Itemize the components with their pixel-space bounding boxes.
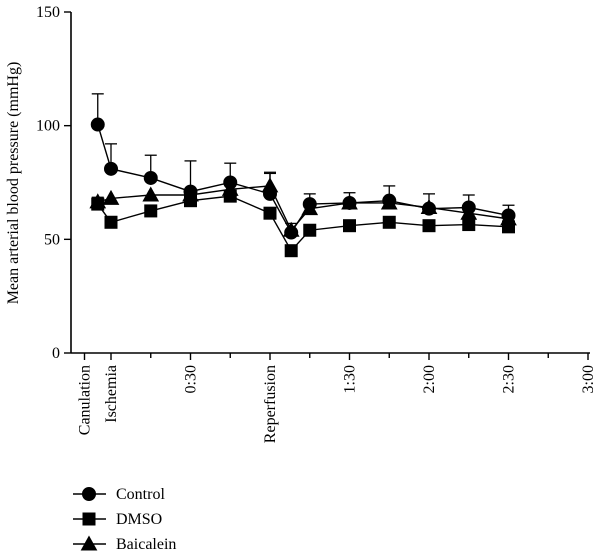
y-tick-label: 50 — [44, 231, 60, 248]
data-point-dmso — [104, 215, 118, 229]
legend-marker-dmso — [82, 512, 96, 526]
data-point-baicalein — [261, 177, 279, 193]
y-tick-label: 0 — [52, 345, 60, 362]
x-tick-label: 0:30 — [183, 365, 200, 393]
x-axis: Canulation Ischemia 0:30 Reperfusion 1:30 2:0… — [71, 352, 597, 443]
legend-item-control: Control — [73, 486, 165, 503]
legend-label-control: Control — [116, 486, 165, 503]
data-point-baicalein — [282, 221, 300, 237]
data-point-baicalein — [500, 210, 517, 226]
data-point-dmso — [263, 206, 277, 220]
legend-marker-baicalein — [80, 535, 98, 551]
data-point-dmso — [284, 244, 298, 258]
data-point-control — [104, 161, 118, 176]
y-axis-title: Mean arterial blood pressure (mmHg) — [5, 62, 22, 305]
legend-item-dmso: DMSO — [73, 511, 162, 528]
x-tick-label: Ischemia — [103, 365, 120, 423]
data-point-baicalein — [102, 189, 120, 205]
x-tick-label: 2:30 — [501, 365, 518, 393]
data-point-baicalein — [460, 204, 478, 220]
data-point-dmso — [343, 219, 356, 233]
y-axis: 0 50 100 150 Mean arterial blood pressure (… — [5, 4, 72, 362]
series-baicalein — [89, 171, 517, 237]
data-point-baicalein — [341, 194, 358, 210]
data-point-baicalein — [142, 186, 160, 202]
y-tick-label: 100 — [36, 118, 60, 135]
data-point-baicalein — [221, 180, 239, 196]
data-point-dmso — [422, 219, 436, 233]
data-point-dmso — [303, 223, 317, 237]
data-point-dmso — [462, 218, 476, 232]
legend-item-baicalein: Baicalein — [73, 535, 176, 553]
x-tick-label: Canulation — [77, 365, 94, 435]
data-point-baicalein — [380, 194, 398, 210]
y-tick-label: 150 — [36, 4, 60, 21]
data-point-baicalein — [420, 198, 438, 215]
legend: Control DMSO Baicalein — [73, 486, 176, 553]
series-dmso — [91, 189, 515, 258]
x-tick-label: 3:00 — [580, 365, 597, 393]
legend-label-baicalein: Baicalein — [116, 536, 176, 553]
data-point-dmso — [144, 204, 158, 218]
x-tick-label: Reperfusion — [262, 365, 279, 443]
x-tick-label: 1:30 — [342, 365, 359, 393]
data-point-baicalein — [182, 186, 199, 202]
plot-area — [89, 93, 517, 258]
legend-label-dmso: DMSO — [116, 511, 162, 528]
x-tick-label: 2:00 — [421, 365, 438, 393]
legend-marker-control — [82, 487, 96, 501]
data-point-control — [90, 117, 105, 132]
data-point-dmso — [382, 215, 396, 229]
data-point-baicalein — [301, 200, 319, 216]
data-point-control — [143, 170, 158, 185]
data-point-baicalein — [89, 193, 107, 209]
